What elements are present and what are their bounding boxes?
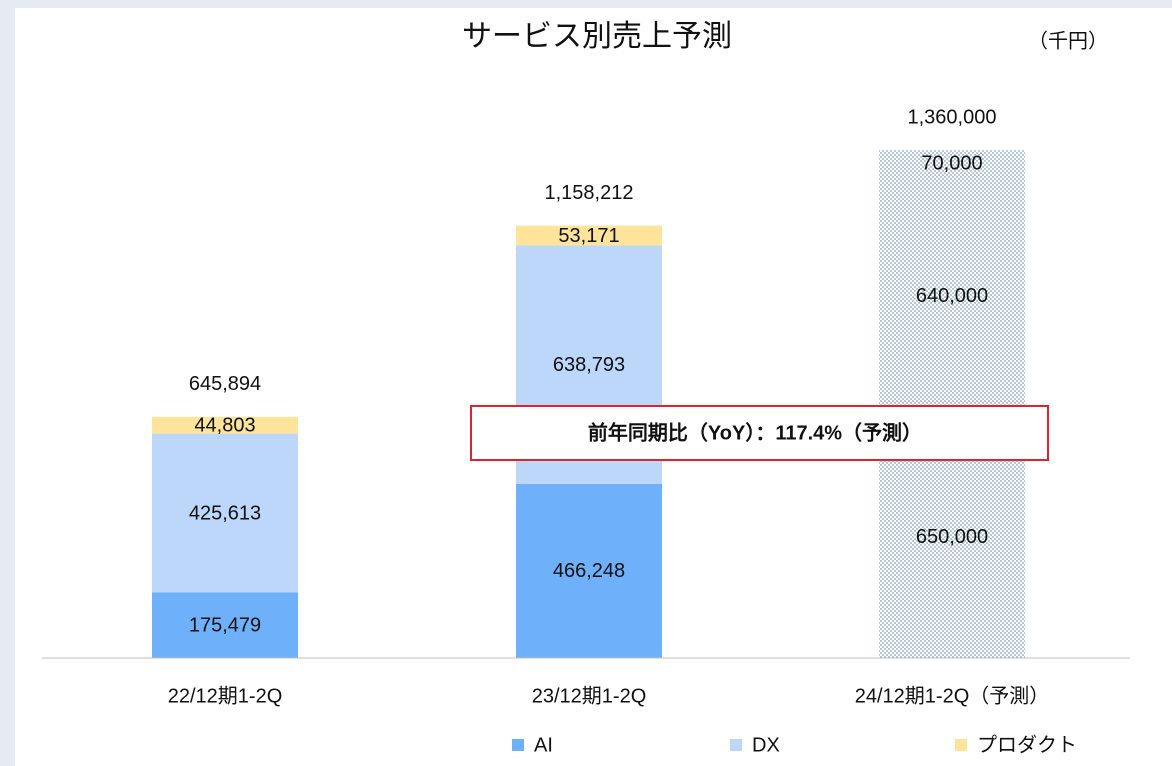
x-tick-label: 23/12期1-2Q — [532, 685, 647, 707]
value-label: 638,793 — [553, 354, 625, 376]
bar-segment — [152, 433, 298, 593]
legend-swatch — [730, 739, 742, 751]
value-label: 53,171 — [558, 225, 619, 247]
x-tick-label: 22/12期1-2Q — [168, 685, 283, 707]
value-label: 70,000 — [921, 153, 982, 175]
value-label: 650,000 — [916, 526, 988, 548]
bar-segment — [152, 592, 298, 658]
bar-segment — [516, 483, 662, 658]
value-label: 175,479 — [189, 615, 261, 637]
bar-segment — [879, 176, 1025, 416]
legend-swatch — [955, 739, 967, 751]
legend-label: AI — [534, 734, 553, 756]
value-label: 44,803 — [194, 415, 255, 437]
legend-label: DX — [752, 734, 780, 756]
x-tick-label: 24/12期1-2Q（予測） — [855, 684, 1050, 707]
annotation: 前年同期比（YoY）：117.4%（予測） — [588, 420, 922, 444]
unit-label: （千円） — [1028, 29, 1108, 52]
total-label: 1,158,212 — [545, 182, 634, 204]
chart-title: サービス別売上予測 — [462, 20, 732, 53]
bar-segment — [879, 150, 1025, 177]
value-label: 425,613 — [189, 502, 261, 524]
annotation-box — [470, 405, 1049, 461]
legend-swatch — [512, 739, 524, 751]
value-label: 466,248 — [553, 560, 625, 582]
total-label: 645,894 — [189, 373, 261, 395]
legend-label: プロダクト — [977, 733, 1077, 756]
bar-segment — [152, 416, 298, 434]
bar-segment — [516, 225, 662, 246]
value-label: 640,000 — [916, 285, 988, 307]
total-label: 1,360,000 — [908, 107, 997, 129]
